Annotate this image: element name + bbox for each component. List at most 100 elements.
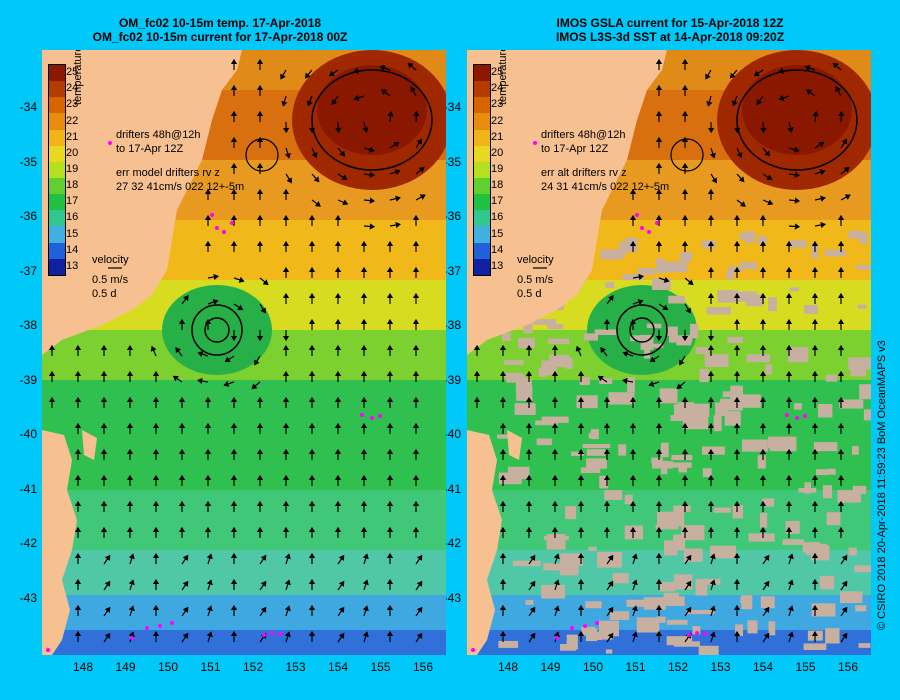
velocity-arrow-head [811, 266, 819, 273]
velocity-arrow-head [603, 318, 611, 325]
cloud-patch [581, 626, 595, 636]
colorbar-segment [49, 258, 65, 275]
right-panel-title: IMOS GSLA current for 15-Apr-2018 12Z IM… [460, 16, 880, 44]
drifter-point [695, 631, 699, 635]
velocity-arrow-head [178, 422, 186, 429]
velocity-arrow-head [126, 344, 134, 351]
cloud-patch [673, 505, 691, 512]
velocity-arrow-head [224, 356, 231, 363]
cloud-patch [498, 640, 519, 648]
cloud-patch [681, 525, 705, 541]
cloud-patch [683, 548, 703, 562]
eddy-ring-warm [311, 69, 433, 171]
cloud-patch [848, 547, 857, 556]
velocity-arrow-head [806, 89, 813, 95]
velocity-arrow-head [681, 240, 689, 247]
velocity-arrow-head [629, 214, 637, 221]
cloud-patch [673, 404, 681, 418]
cloud-patch [698, 645, 719, 655]
left-err-note-line2: 27 32 41cm/s 022 12+-5m [116, 181, 245, 193]
velocity-arrow-head [811, 370, 819, 377]
cloud-patch [663, 592, 680, 598]
cloud-patch [863, 409, 871, 421]
cloud-patch [747, 620, 758, 634]
velocity-arrow-head [766, 174, 773, 180]
velocity-arrow-head [812, 110, 819, 117]
velocity-arrow-head [681, 162, 689, 169]
velocity-arrow-head [811, 604, 819, 611]
velocity-arrow-head [394, 169, 401, 176]
velocity-arrow-head [284, 553, 291, 560]
cloud-patch [757, 236, 767, 245]
velocity-arrow-head [649, 356, 656, 363]
velocity-arrow-head [416, 580, 423, 587]
colorbar-tick-label: 14 [66, 243, 79, 256]
cloud-patch [760, 596, 775, 609]
velocity-arrow-head [182, 554, 189, 561]
velocity-arrow-head [100, 500, 108, 507]
velocity-arrow-head [820, 195, 826, 202]
velocity-arrow-head [499, 396, 507, 403]
velocity-arrow-head [386, 318, 394, 325]
velocity-arrow-head [818, 141, 825, 148]
velocity-arrow-head [338, 606, 345, 613]
velocity-arrow-head [577, 474, 585, 481]
velocity-arrow-head [608, 295, 614, 302]
velocity-arrow-head [74, 448, 82, 455]
velocity-arrow-head [362, 631, 369, 638]
velocity-arrow-head [811, 240, 819, 247]
velocity-arrow-head [152, 474, 160, 481]
velocity-arrow-head [838, 110, 845, 117]
velocity-arrow-head [499, 422, 507, 429]
velocity-arrow-head [785, 474, 793, 481]
colorbar-segment [49, 177, 65, 195]
cloud-patch [585, 601, 602, 609]
velocity-arrow-head [100, 370, 108, 377]
velocity-arrow-head [308, 422, 316, 429]
velocity-arrow-head [685, 554, 692, 561]
drifter-point [170, 621, 174, 625]
velocity-arrow-head [128, 579, 135, 586]
velocity-arrow-head [360, 318, 368, 325]
velocity-arrow-head [360, 500, 368, 507]
velocity-arrow-head [837, 526, 845, 533]
velocity-arrow-head [759, 214, 767, 221]
right-err-note-line2: 24 31 41cm/s 022 12+-5m [541, 181, 670, 193]
small-island [507, 430, 522, 460]
velocity-arrow-head [787, 553, 794, 560]
y-tick-label: -41 [19, 481, 37, 496]
cloud-patch [565, 357, 573, 369]
cloud-patch [695, 347, 710, 354]
cloud-patch [666, 636, 693, 646]
velocity-arrow-head [230, 422, 238, 429]
cloud-patch [858, 643, 871, 648]
cloud-patch [859, 232, 868, 244]
right-map-svg [467, 50, 871, 655]
colorbar-segment [49, 81, 65, 98]
velocity-arrow-head [763, 554, 770, 561]
colorbar-tick-label: 19 [491, 163, 504, 175]
cloud-patch [817, 403, 833, 418]
velocity-arrow-head [681, 84, 689, 91]
cloud-patch [768, 621, 776, 636]
velocity-arrow-head [237, 304, 244, 311]
velocity-arrow-head [282, 344, 290, 351]
cloud-patch [803, 643, 827, 650]
velocity-arrow-head [308, 630, 316, 637]
velocity-arrow-head [360, 396, 368, 403]
velocity-arrow-head [681, 500, 689, 507]
velocity-arrow-head [687, 279, 694, 286]
cloud-patch [856, 264, 871, 270]
velocity-arrow-head [74, 526, 82, 533]
velocity-arrow-head [811, 474, 819, 481]
velocity-arrow-head [386, 500, 394, 507]
velocity-arrow-head [334, 526, 342, 533]
velocity-arrow-head [204, 500, 212, 507]
velocity-arrow-head [308, 474, 316, 481]
velocity-arrow-head [308, 292, 316, 299]
velocity-arrow-head [841, 580, 848, 587]
velocity-arrow-head [709, 631, 716, 638]
cloud-patch [824, 249, 846, 257]
colorbar-segment [49, 113, 65, 130]
cloud-patch [669, 335, 693, 343]
